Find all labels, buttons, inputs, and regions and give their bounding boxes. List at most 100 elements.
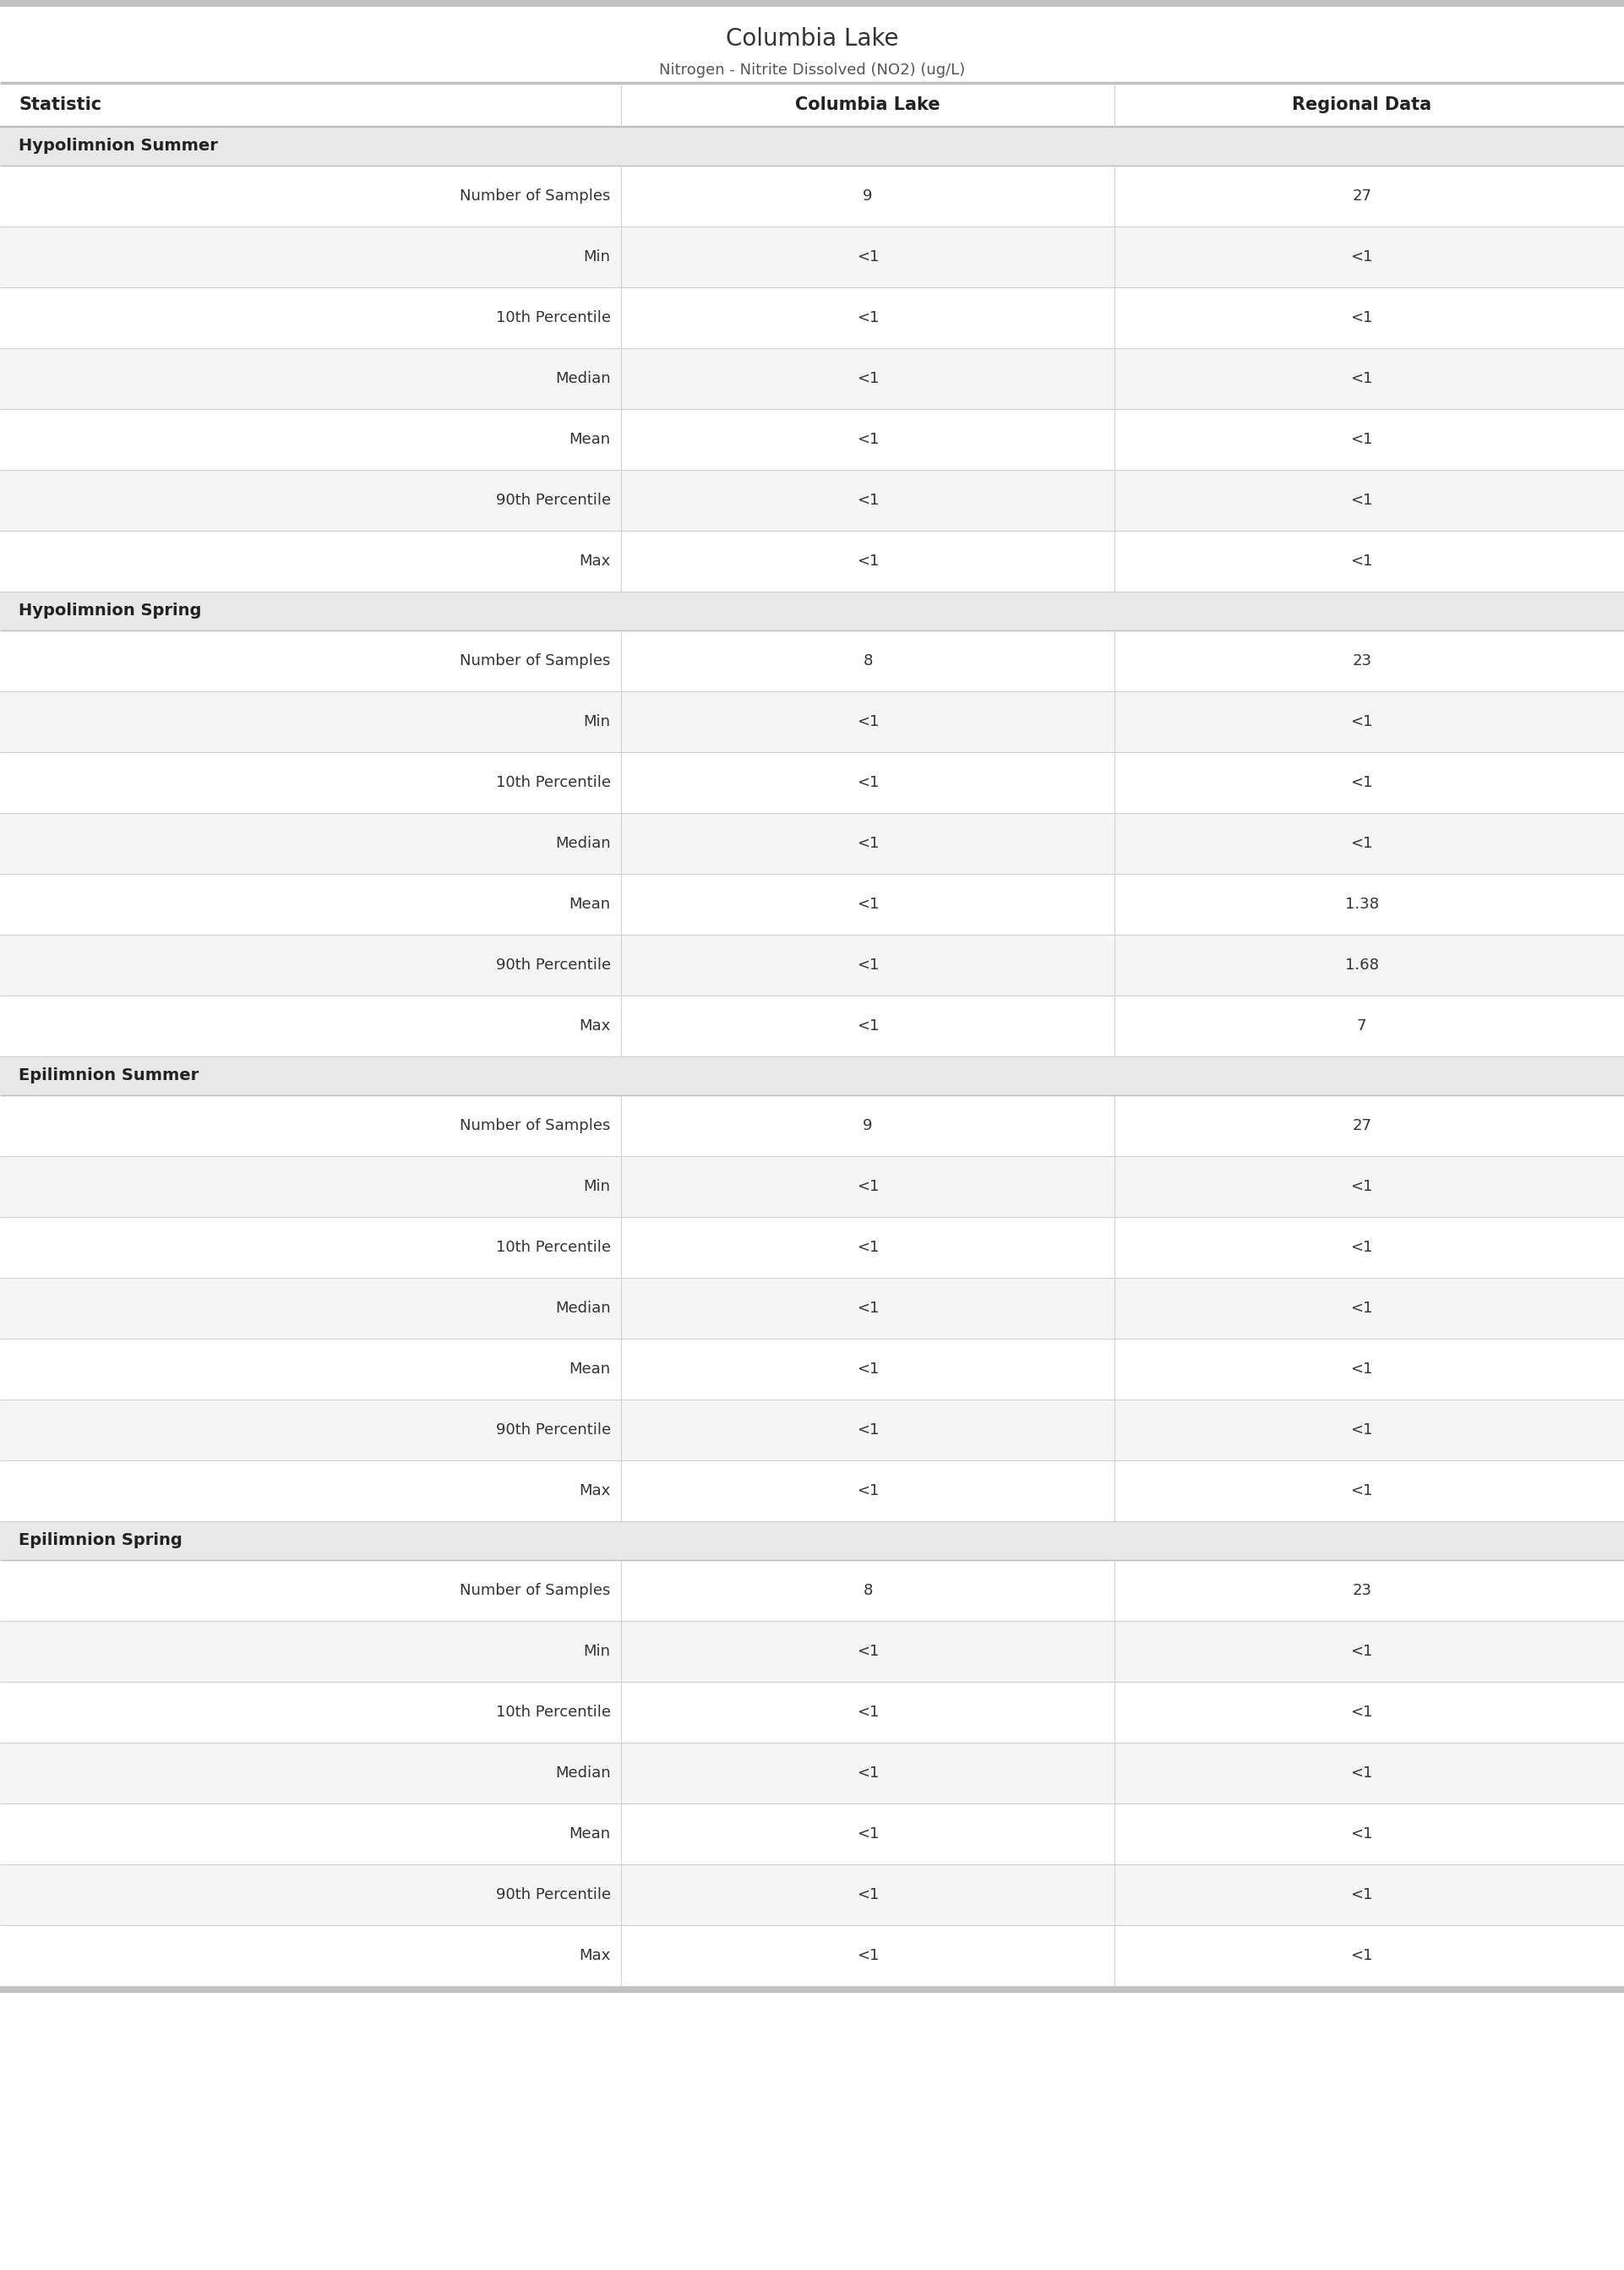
Text: <1: <1 [1351, 1705, 1372, 1721]
Text: <1: <1 [856, 1886, 879, 1902]
Bar [0, 347, 1624, 409]
Text: Number of Samples: Number of Samples [460, 188, 611, 204]
Text: <1: <1 [856, 1423, 879, 1437]
Bar [0, 1802, 1624, 1864]
Text: <1: <1 [1351, 835, 1372, 851]
Text: <1: <1 [856, 715, 879, 729]
Text: <1: <1 [856, 1766, 879, 1780]
Text: <1: <1 [856, 1239, 879, 1255]
Text: 27: 27 [1353, 188, 1372, 204]
Text: <1: <1 [856, 1019, 879, 1033]
Text: 90th Percentile: 90th Percentile [495, 1423, 611, 1437]
Text: Statistic: Statistic [18, 95, 101, 114]
Text: <1: <1 [1351, 1362, 1372, 1376]
Text: 10th Percentile: 10th Percentile [495, 1239, 611, 1255]
Bar [0, 935, 1624, 997]
Text: <1: <1 [856, 370, 879, 386]
Text: Max: Max [580, 1948, 611, 1964]
Text: Min: Min [583, 250, 611, 266]
Bar [0, 1986, 1624, 1993]
Bar [0, 1521, 1624, 1559]
Text: <1: <1 [856, 1948, 879, 1964]
Text: Number of Samples: Number of Samples [460, 654, 611, 667]
Text: <1: <1 [1351, 1827, 1372, 1841]
Text: Min: Min [583, 1178, 611, 1194]
Bar [0, 1864, 1624, 1925]
Text: Median: Median [555, 1301, 611, 1317]
Text: <1: <1 [856, 897, 879, 913]
Text: 9: 9 [862, 1119, 872, 1133]
Bar [0, 1682, 1624, 1743]
Bar [0, 1559, 1624, 1621]
Bar [0, 1925, 1624, 1986]
Text: <1: <1 [1351, 715, 1372, 729]
Text: <1: <1 [1351, 1423, 1372, 1437]
Text: <1: <1 [1351, 1948, 1372, 1964]
Text: Mean: Mean [568, 1827, 611, 1841]
Bar [0, 592, 1624, 631]
Text: 90th Percentile: 90th Percentile [495, 1886, 611, 1902]
Bar [0, 0, 1624, 7]
Text: <1: <1 [1351, 554, 1372, 570]
Bar [0, 409, 1624, 470]
Bar [0, 1278, 1624, 1339]
Bar [0, 1155, 1624, 1217]
Text: <1: <1 [856, 1362, 879, 1376]
Text: Median: Median [555, 370, 611, 386]
Bar [0, 227, 1624, 288]
Text: Max: Max [580, 554, 611, 570]
Text: 27: 27 [1353, 1119, 1372, 1133]
Text: <1: <1 [856, 1643, 879, 1659]
Text: Hypolimnion Spring: Hypolimnion Spring [18, 604, 201, 620]
Text: 9: 9 [862, 188, 872, 204]
Bar [0, 751, 1624, 813]
Text: 1.38: 1.38 [1345, 897, 1379, 913]
Bar [0, 470, 1624, 531]
Text: Median: Median [555, 835, 611, 851]
Text: 10th Percentile: 10th Percentile [495, 774, 611, 790]
Text: 90th Percentile: 90th Percentile [495, 958, 611, 974]
Text: Columbia Lake: Columbia Lake [796, 95, 940, 114]
Text: Max: Max [580, 1482, 611, 1498]
Bar [0, 1096, 1624, 1155]
Text: 7: 7 [1358, 1019, 1367, 1033]
Text: Nitrogen - Nitrite Dissolved (NO2) (ug/L): Nitrogen - Nitrite Dissolved (NO2) (ug/L… [659, 64, 965, 77]
Text: <1: <1 [856, 554, 879, 570]
Text: 90th Percentile: 90th Percentile [495, 493, 611, 508]
Text: 23: 23 [1353, 654, 1372, 667]
Text: <1: <1 [1351, 1301, 1372, 1317]
Bar [0, 127, 1624, 166]
Bar [0, 1621, 1624, 1682]
Text: Hypolimnion Summer: Hypolimnion Summer [18, 138, 218, 154]
Text: <1: <1 [1351, 1643, 1372, 1659]
Text: Max: Max [580, 1019, 611, 1033]
Text: 10th Percentile: 10th Percentile [495, 311, 611, 325]
Text: <1: <1 [856, 835, 879, 851]
Bar [0, 692, 1624, 751]
Text: <1: <1 [856, 431, 879, 447]
Bar [0, 531, 1624, 592]
Text: <1: <1 [856, 1301, 879, 1317]
Text: <1: <1 [856, 1827, 879, 1841]
Text: <1: <1 [856, 493, 879, 508]
Bar [0, 1217, 1624, 1278]
Text: <1: <1 [1351, 1239, 1372, 1255]
Text: 8: 8 [862, 654, 872, 667]
Bar [0, 1056, 1624, 1096]
Text: Mean: Mean [568, 431, 611, 447]
Text: <1: <1 [1351, 370, 1372, 386]
Bar [0, 82, 1624, 127]
Text: <1: <1 [1351, 311, 1372, 325]
Text: Columbia Lake: Columbia Lake [726, 27, 898, 50]
Text: Epilimnion Summer: Epilimnion Summer [18, 1067, 198, 1083]
Bar [0, 166, 1624, 227]
Text: <1: <1 [856, 250, 879, 266]
Text: <1: <1 [1351, 1766, 1372, 1780]
Text: 1.68: 1.68 [1345, 958, 1379, 974]
Bar [0, 631, 1624, 692]
Bar [0, 997, 1624, 1056]
Text: Min: Min [583, 715, 611, 729]
Text: <1: <1 [856, 774, 879, 790]
Bar [0, 1460, 1624, 1521]
Text: 8: 8 [862, 1582, 872, 1598]
